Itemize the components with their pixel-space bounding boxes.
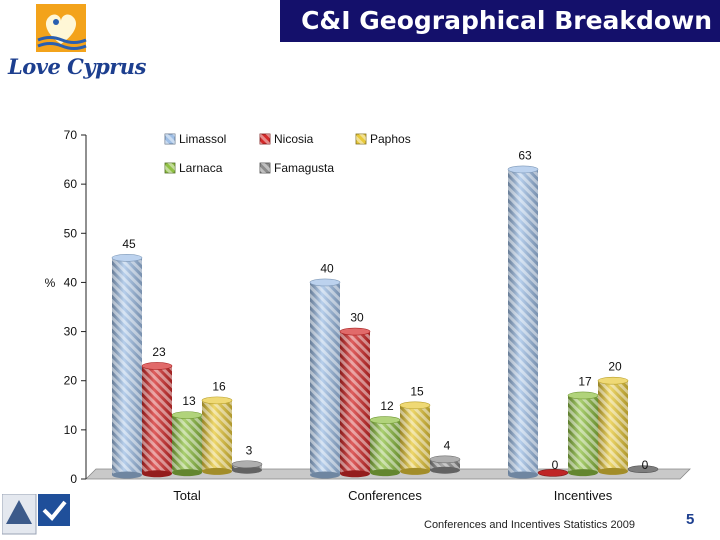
- bar-nicosia-incentives: [537, 468, 569, 477]
- legend-item-famagusta: Famagusta: [259, 161, 334, 175]
- bar-famagusta-conferences: [429, 455, 461, 474]
- bar-paphos-conferences: [399, 401, 431, 475]
- legend-item-limassol: Limassol: [164, 132, 226, 146]
- bar-larnaca-total: [171, 411, 203, 477]
- legend-label: Nicosia: [274, 132, 314, 146]
- data-label: 3: [246, 443, 253, 457]
- data-label: 40: [320, 261, 334, 275]
- data-label: 0: [552, 458, 559, 472]
- bar-famagusta-total: [231, 460, 263, 474]
- bar-larnaca-incentives: [567, 391, 599, 477]
- footer-text: Conferences and Incentives Statistics 20…: [424, 519, 635, 531]
- logo-text: Love Cyprus: [8, 54, 146, 79]
- legend-item-larnaca: Larnaca: [164, 161, 223, 175]
- page-number: 5: [686, 511, 695, 528]
- bar-paphos-total: [201, 396, 233, 475]
- data-label: 0: [642, 458, 649, 472]
- y-tick-label: 0: [70, 472, 77, 486]
- data-label: 15: [410, 384, 424, 398]
- bar-limassol-conferences: [309, 278, 341, 479]
- sun-heart-logo-icon: [36, 4, 87, 52]
- bar-larnaca-conferences: [369, 416, 401, 477]
- bar-limassol-total: [111, 254, 143, 479]
- category-label: Conferences: [348, 488, 422, 503]
- category-label: Incentives: [554, 488, 613, 503]
- data-label: 16: [212, 379, 226, 393]
- data-label: 63: [518, 148, 532, 162]
- legend-label: Larnaca: [179, 161, 223, 175]
- legend-label: Paphos: [370, 132, 411, 146]
- data-label: 23: [152, 345, 166, 359]
- legend-label: Limassol: [179, 132, 226, 146]
- y-tick-label: 40: [64, 275, 78, 289]
- chart-legend: Limassol Nicosia Paphos Larnaca Famagusta: [164, 132, 411, 175]
- bar-paphos-incentives: [597, 376, 629, 475]
- slide-title: C&I Geographical Breakdown: [280, 0, 720, 42]
- legend-item-nicosia: Nicosia: [259, 132, 314, 146]
- y-tick-label: 60: [64, 177, 78, 191]
- y-tick-label: 20: [64, 374, 78, 388]
- y-axis-label: %: [45, 276, 56, 290]
- data-label: 12: [380, 399, 394, 413]
- bar-nicosia-total: [141, 362, 173, 478]
- y-tick-label: 10: [64, 423, 78, 437]
- data-label: 17: [578, 374, 592, 388]
- y-tick-label: 70: [64, 128, 78, 142]
- data-label: 13: [182, 394, 196, 408]
- data-label: 30: [350, 311, 364, 325]
- category-label: Total: [173, 488, 201, 503]
- bar-famagusta-incentives: [627, 465, 659, 474]
- bar-nicosia-conferences: [339, 327, 371, 478]
- legend-label: Famagusta: [274, 161, 334, 175]
- legend-item-paphos: Paphos: [355, 132, 411, 146]
- y-tick-label: 50: [64, 226, 78, 240]
- bar-limassol-incentives: [507, 165, 539, 479]
- data-label: 20: [608, 360, 622, 374]
- data-label: 4: [444, 438, 451, 452]
- y-tick-label: 30: [64, 325, 78, 339]
- data-label: 45: [122, 237, 136, 251]
- certification-badge-icon: [2, 494, 70, 535]
